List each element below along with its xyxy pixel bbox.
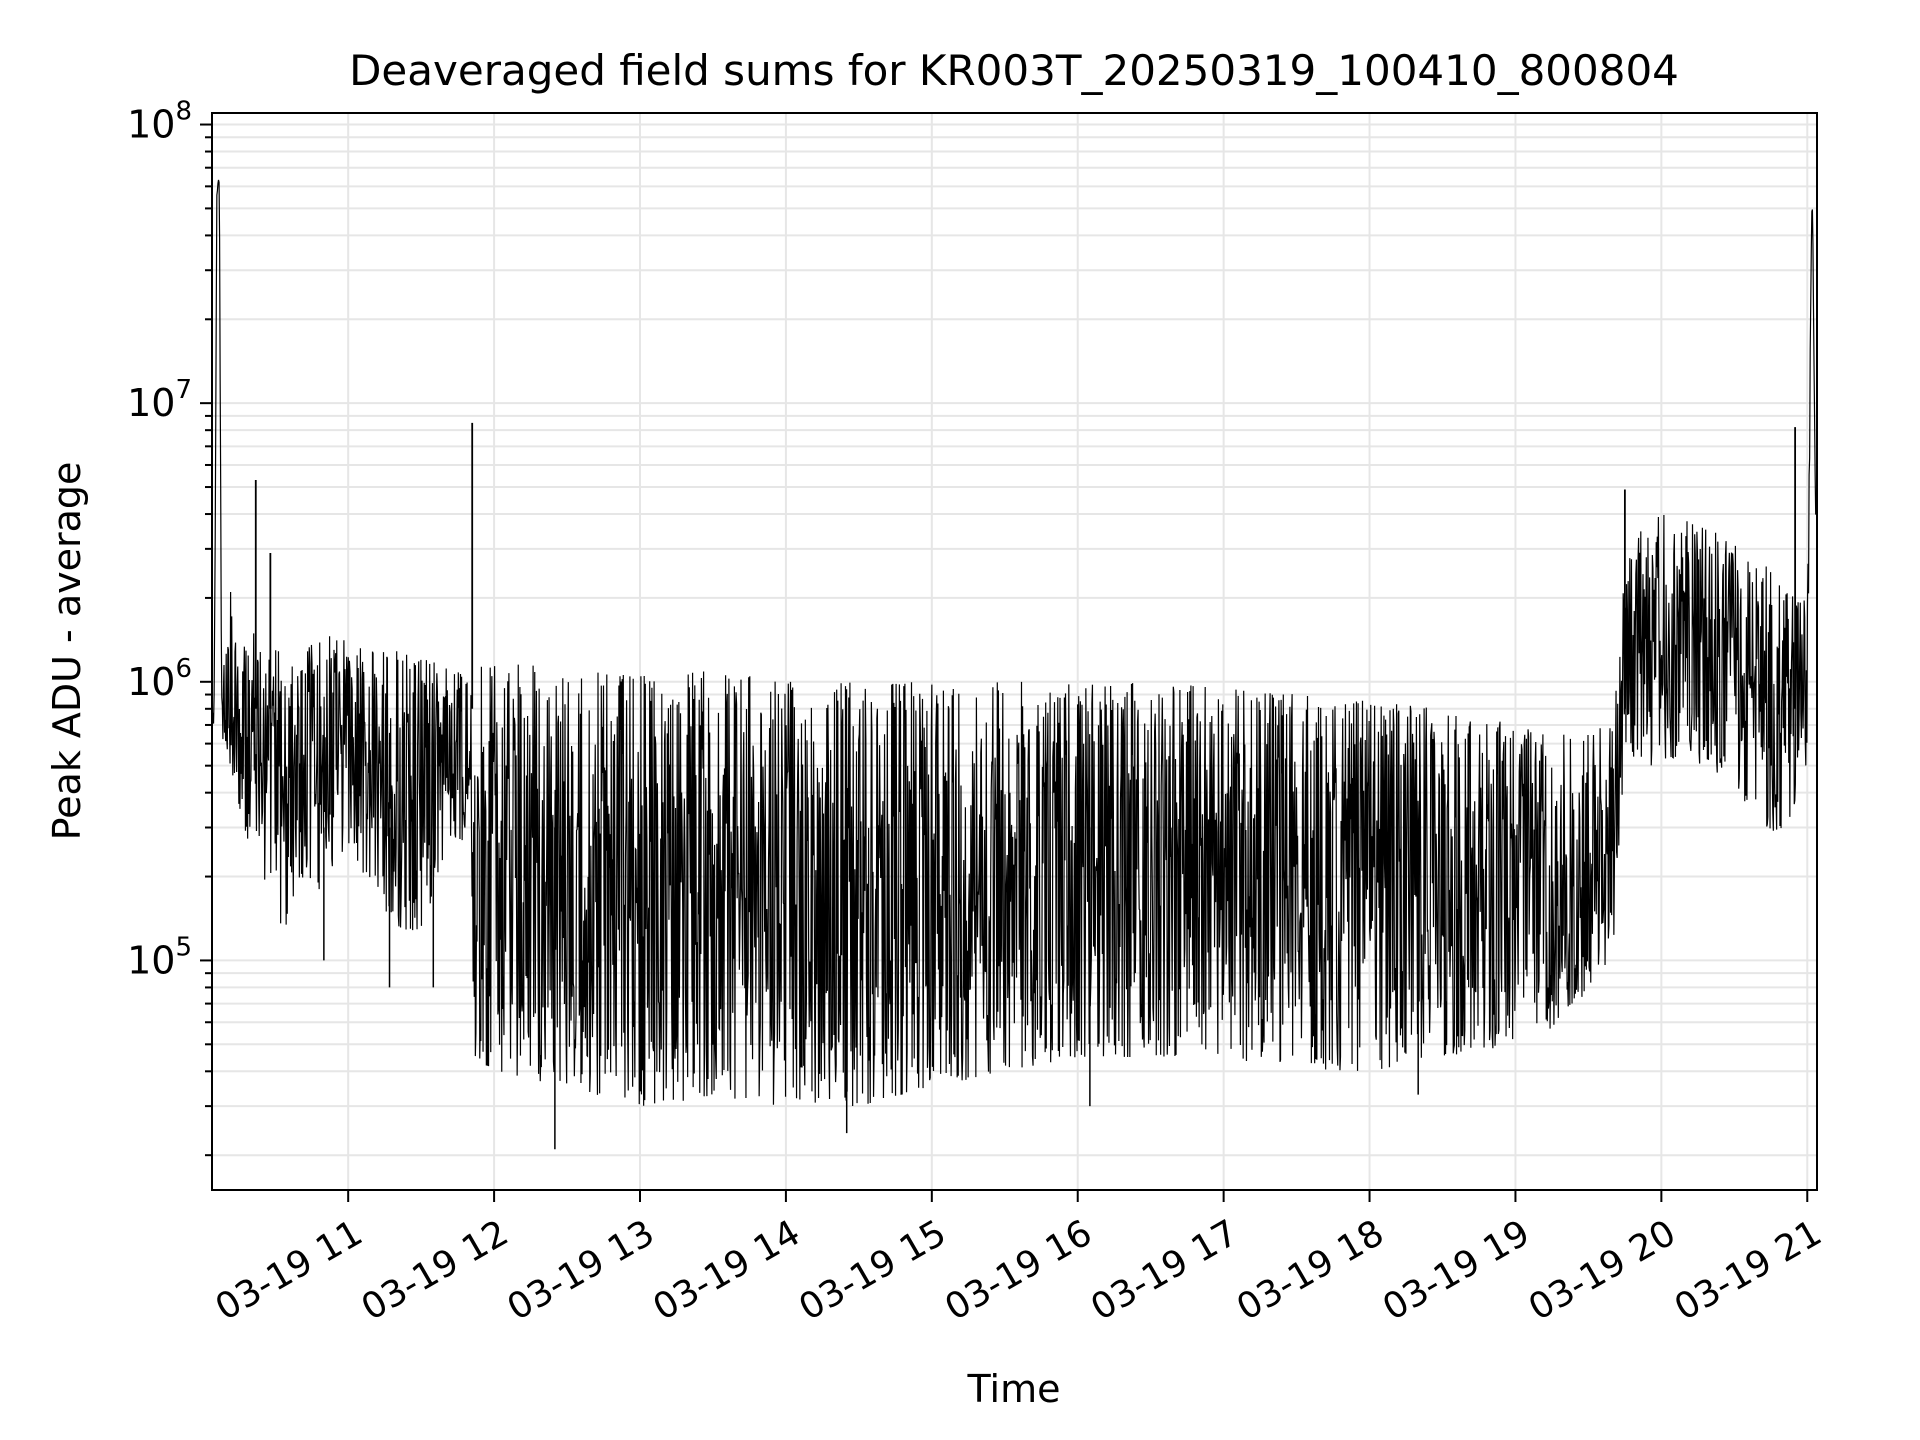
y-tick-base: 10	[127, 103, 175, 147]
y-tick-base: 10	[127, 381, 175, 425]
y-tick-exp: 5	[175, 932, 192, 962]
y-tick-label: 107	[127, 375, 192, 425]
y-axis-label: Peak ADU - average	[45, 462, 89, 841]
y-tick-base: 10	[127, 938, 175, 982]
y-tick-label: 106	[127, 654, 192, 704]
series-path	[212, 179, 1817, 1106]
y-tick-exp: 6	[175, 654, 192, 684]
x-axis-label: Time	[967, 1367, 1061, 1411]
y-tick-exp: 7	[175, 375, 192, 405]
y-tick-label: 108	[127, 97, 192, 147]
plot-frame	[211, 112, 1818, 1191]
y-tick-label: 105	[127, 932, 192, 982]
y-tick-exp: 8	[175, 97, 192, 127]
series-line	[212, 179, 1817, 1150]
y-tick-base: 10	[127, 660, 175, 704]
chart-title: Deaveraged field sums for KR003T_2025031…	[349, 46, 1679, 95]
